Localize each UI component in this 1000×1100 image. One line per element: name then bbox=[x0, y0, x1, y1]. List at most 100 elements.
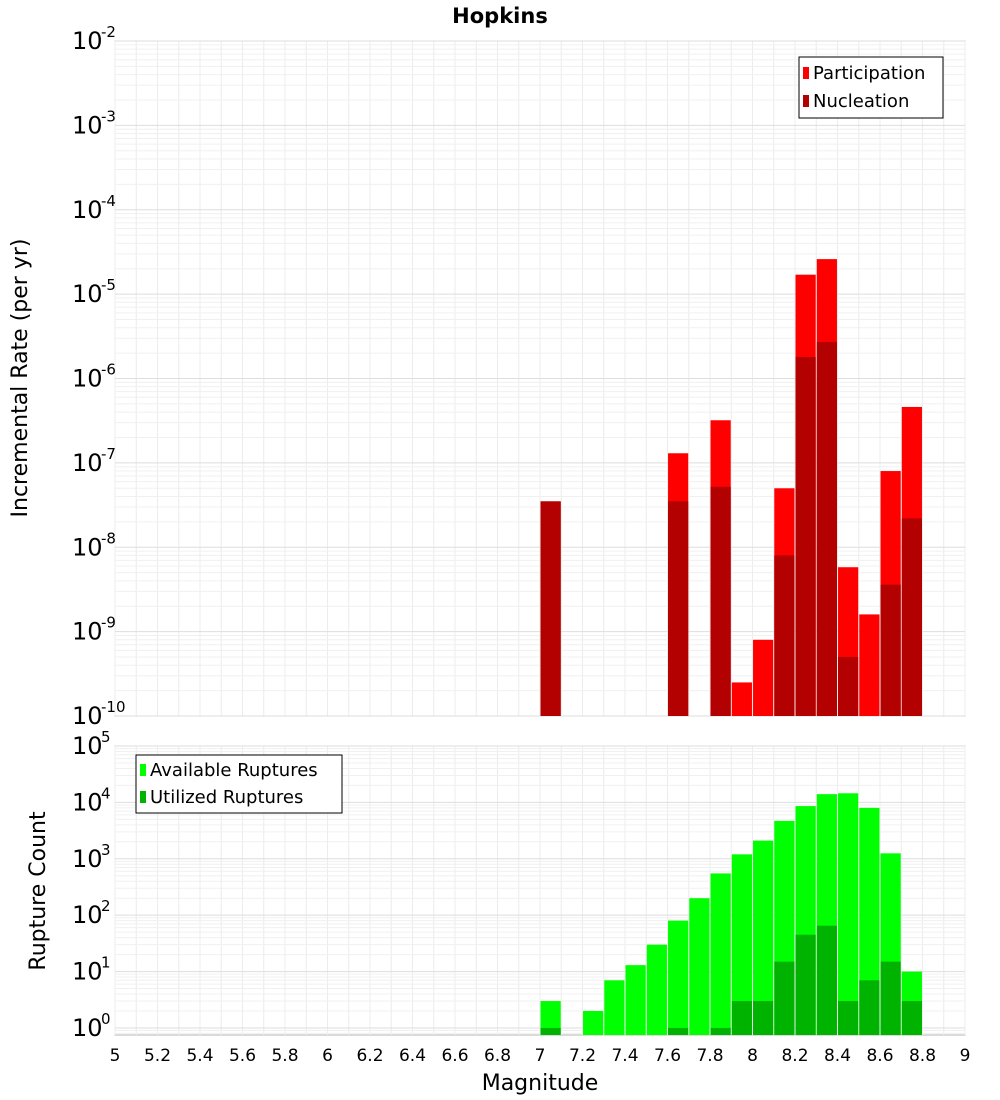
rate-legend: Participation Nucleation bbox=[798, 56, 944, 119]
y-tick-label: 10-3 bbox=[72, 107, 116, 139]
y-tick-label: 103 bbox=[72, 841, 111, 873]
available-ruptures-bar bbox=[540, 1001, 561, 1035]
y-tick-base: 10 bbox=[72, 788, 103, 816]
x-tick-label: 8.4 bbox=[824, 1046, 851, 1066]
available-ruptures-bar bbox=[583, 1010, 604, 1035]
y-tick-exponent: 3 bbox=[101, 841, 111, 859]
y-tick-exponent: -6 bbox=[101, 361, 116, 379]
available-ruptures-bar bbox=[710, 873, 731, 1035]
available-ruptures-bar bbox=[859, 807, 880, 1035]
participation-legend-label: Participation bbox=[813, 63, 925, 84]
x-tick-label: 8.6 bbox=[866, 1046, 893, 1066]
x-tick-label: 5.2 bbox=[144, 1046, 171, 1066]
count-legend: Available Ruptures Utilized Ruptures bbox=[135, 754, 343, 814]
y-tick-exponent: -8 bbox=[101, 529, 116, 547]
x-tick-label: 7.8 bbox=[696, 1046, 723, 1066]
utilized-ruptures-bar bbox=[710, 1027, 731, 1035]
x-tick-label: 5.8 bbox=[271, 1046, 298, 1066]
y-tick-exponent: 2 bbox=[101, 897, 111, 915]
y-tick-base: 10 bbox=[72, 732, 103, 760]
rate-legend-box bbox=[798, 56, 944, 119]
available-ruptures-bar bbox=[689, 898, 710, 1035]
y-tick-label: 10-4 bbox=[72, 192, 116, 224]
y-tick-exponent: -9 bbox=[101, 614, 116, 632]
nucleation-bar bbox=[838, 657, 859, 716]
x-tick-label: 7.2 bbox=[569, 1046, 596, 1066]
utilized-ruptures-bar bbox=[540, 1027, 561, 1035]
nucleation-bar bbox=[540, 501, 561, 716]
chart-title: Hopkins bbox=[452, 4, 548, 28]
y-tick-base: 10 bbox=[72, 27, 103, 55]
available-ruptures-bar bbox=[604, 980, 625, 1035]
utilized-ruptures-bar bbox=[816, 925, 837, 1035]
y-tick-base: 10 bbox=[72, 1014, 103, 1042]
nucleation-bar bbox=[880, 584, 901, 716]
utilized-ruptures-bar bbox=[753, 1001, 774, 1035]
y-tick-label: 101 bbox=[72, 954, 111, 986]
x-tick-label: 6.8 bbox=[484, 1046, 511, 1066]
x-tick-label: 8.8 bbox=[909, 1046, 936, 1066]
x-tick-label: 6.2 bbox=[356, 1046, 383, 1066]
nucleation-bar bbox=[710, 486, 731, 716]
utilized-ruptures-bar bbox=[731, 1001, 752, 1035]
y-tick-exponent: 4 bbox=[101, 784, 111, 802]
y-tick-base: 10 bbox=[72, 365, 103, 393]
y-tick-exponent: -5 bbox=[101, 276, 116, 294]
y-tick-label: 104 bbox=[72, 784, 111, 816]
participation-bar bbox=[731, 682, 752, 716]
nucleation-legend-label: Nucleation bbox=[813, 91, 909, 112]
utilized-ruptures-bar bbox=[859, 980, 880, 1035]
y-tick-exponent: -2 bbox=[101, 23, 116, 41]
available-ruptures-legend-swatch bbox=[140, 764, 146, 776]
x-tick-label: 7.4 bbox=[611, 1046, 638, 1066]
nucleation-bar bbox=[795, 356, 816, 716]
y-tick-base: 10 bbox=[72, 901, 103, 929]
utilized-ruptures-bar bbox=[838, 1001, 859, 1035]
y-tick-exponent: -10 bbox=[101, 698, 126, 716]
x-tick-label: 6.4 bbox=[399, 1046, 426, 1066]
rate-axis-title: Incremental Rate (per yr) bbox=[8, 239, 33, 518]
available-ruptures-bar bbox=[731, 854, 752, 1035]
y-tick-exponent: -4 bbox=[101, 192, 116, 210]
y-tick-label: 10-2 bbox=[72, 23, 116, 55]
x-tick-label: 5 bbox=[110, 1046, 121, 1066]
y-tick-base: 10 bbox=[72, 280, 103, 308]
available-ruptures-bar bbox=[838, 793, 859, 1035]
available-ruptures-legend-label: Available Ruptures bbox=[150, 760, 318, 781]
utilized-ruptures-legend-label: Utilized Ruptures bbox=[150, 787, 303, 808]
y-tick-label: 10-5 bbox=[72, 276, 116, 308]
nucleation-bar bbox=[774, 555, 795, 716]
y-tick-label: 105 bbox=[72, 728, 111, 760]
nucleation-legend-swatch bbox=[803, 95, 809, 107]
y-tick-exponent: 1 bbox=[101, 954, 111, 972]
y-tick-label: 10-6 bbox=[72, 361, 116, 393]
participation-legend-swatch bbox=[803, 67, 809, 79]
y-tick-base: 10 bbox=[72, 702, 103, 730]
utilized-ruptures-bar bbox=[774, 961, 795, 1035]
y-tick-base: 10 bbox=[72, 958, 103, 986]
y-tick-exponent: 0 bbox=[101, 1010, 111, 1028]
nucleation-bar bbox=[901, 518, 922, 716]
count-axis-title: Rupture Count bbox=[26, 811, 51, 971]
x-tick-label: 6.6 bbox=[441, 1046, 468, 1066]
x-tick-label: 7.6 bbox=[654, 1046, 681, 1066]
y-tick-base: 10 bbox=[72, 845, 103, 873]
y-tick-label: 10-10 bbox=[72, 698, 126, 730]
available-ruptures-bar bbox=[625, 965, 646, 1035]
y-tick-base: 10 bbox=[72, 111, 103, 139]
x-tick-label: 8.2 bbox=[781, 1046, 808, 1066]
y-tick-base: 10 bbox=[72, 196, 103, 224]
x-tick-label: 8 bbox=[747, 1046, 758, 1066]
count-legend-box bbox=[135, 754, 343, 814]
participation-bar bbox=[859, 614, 880, 716]
utilized-ruptures-bar bbox=[901, 1001, 922, 1035]
x-tick-label: 5.4 bbox=[186, 1046, 213, 1066]
utilized-ruptures-bar bbox=[668, 1027, 689, 1035]
y-tick-label: 10-9 bbox=[72, 614, 116, 646]
y-tick-label: 100 bbox=[72, 1010, 111, 1042]
available-ruptures-bar bbox=[646, 944, 667, 1035]
y-tick-base: 10 bbox=[72, 618, 103, 646]
